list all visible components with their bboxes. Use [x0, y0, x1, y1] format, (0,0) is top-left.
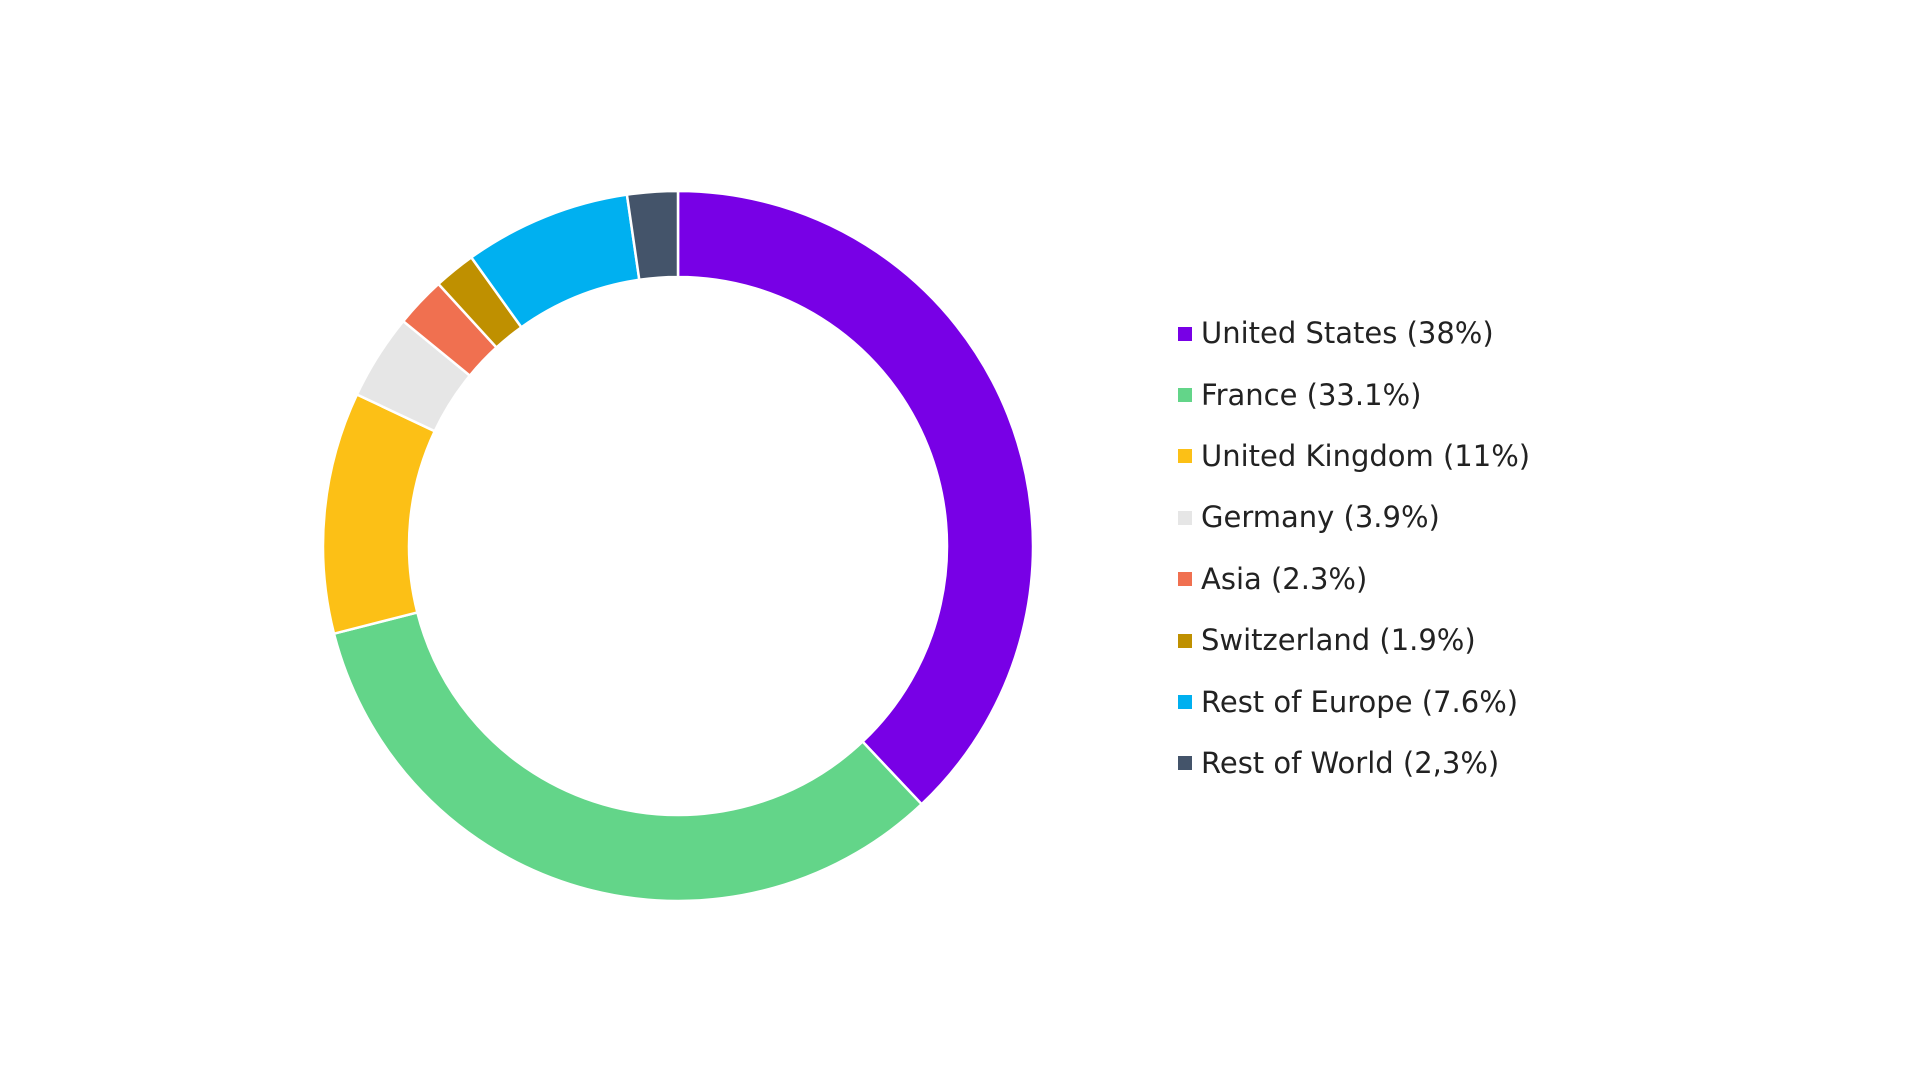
legend-swatch: [1178, 572, 1192, 587]
donut-slice-7: [625, 189, 680, 282]
legend-swatch: [1178, 756, 1192, 771]
legend-item-2: United Kingdom (11%): [1178, 426, 1530, 487]
legend-item-5: Switzerland (1.9%): [1178, 610, 1530, 671]
legend-item-4: Asia (2.3%): [1178, 549, 1530, 610]
donut-slice-2: [321, 392, 437, 636]
legend-label: United Kingdom (11%): [1201, 438, 1531, 473]
legend-swatch: [1178, 449, 1192, 464]
donut-slice-0: [676, 189, 1035, 806]
legend-item-6: Rest of Europe (7.6%): [1178, 671, 1530, 732]
legend-swatch: [1178, 326, 1192, 341]
legend-item-1: France (33.1%): [1178, 364, 1530, 425]
donut-slice-1: [332, 610, 924, 903]
chart-legend: United States (38%) France (33.1%) United …: [1178, 303, 1530, 794]
legend-swatch: [1178, 633, 1192, 648]
legend-label: Asia (2.3%): [1201, 561, 1368, 596]
legend-item-7: Rest of World (2,3%): [1178, 733, 1530, 794]
legend-label: United States (38%): [1201, 316, 1494, 351]
legend-label: Switzerland (1.9%): [1201, 623, 1476, 658]
legend-swatch: [1178, 388, 1192, 403]
legend-item-3: Germany (3.9%): [1178, 487, 1530, 548]
legend-swatch: [1178, 695, 1192, 710]
legend-label: Rest of World (2,3%): [1201, 745, 1500, 780]
legend-label: Rest of Europe (7.6%): [1201, 684, 1519, 719]
legend-label: Germany (3.9%): [1201, 500, 1440, 535]
legend-label: France (33.1%): [1201, 377, 1422, 412]
legend-swatch: [1178, 510, 1192, 525]
legend-item-0: United States (38%): [1178, 303, 1530, 364]
